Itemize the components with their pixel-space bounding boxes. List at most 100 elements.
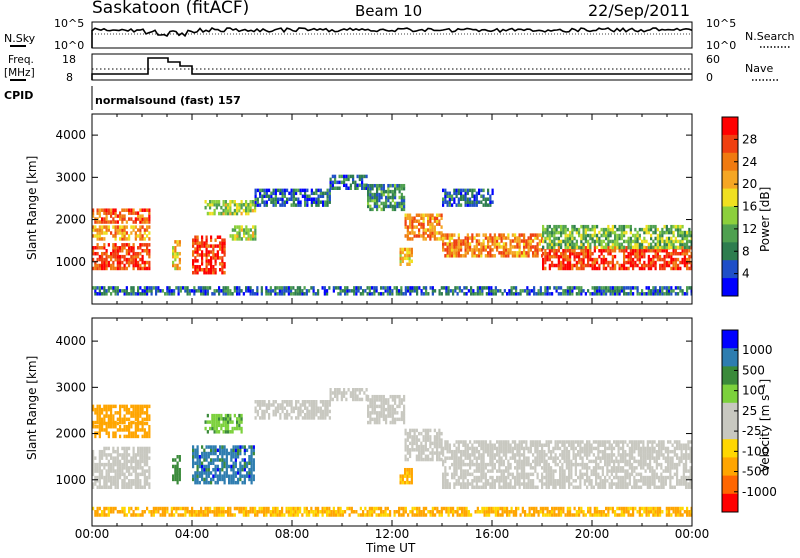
heatmap-cell	[627, 453, 629, 457]
heatmap-cell	[655, 261, 657, 265]
heatmap-cell	[407, 225, 409, 229]
heatmap-cell	[142, 418, 144, 422]
heatmap-cell	[615, 486, 617, 490]
heatmap-cell	[507, 469, 509, 473]
heatmap-cell	[537, 486, 539, 490]
heatmap-cell	[112, 450, 114, 454]
heatmap-cell	[465, 469, 467, 473]
heatmap-cell	[378, 418, 380, 422]
heatmap-cell	[236, 225, 238, 229]
heatmap-cell	[175, 286, 177, 290]
heatmap-cell	[607, 225, 609, 229]
heatmap-cell	[336, 388, 338, 392]
heatmap-cell	[327, 410, 329, 414]
heatmap-cell	[174, 478, 176, 482]
heatmap-cell	[436, 455, 438, 459]
heatmap-cell	[192, 271, 194, 275]
heatmap-cell	[631, 466, 633, 470]
heatmap-cell	[219, 471, 221, 475]
heatmap-cell	[411, 442, 413, 446]
heatmap-cell	[483, 443, 485, 447]
heatmap-cell	[505, 469, 507, 473]
heatmap-cell	[444, 466, 446, 470]
heatmap-cell	[246, 461, 248, 465]
heatmap-cell	[405, 448, 407, 452]
heatmap-cell	[523, 440, 525, 444]
heatmap-cell	[609, 476, 611, 480]
heatmap-cell	[103, 217, 105, 221]
heatmap-cell	[216, 430, 218, 434]
heatmap-cell	[378, 411, 380, 415]
heatmap-cell	[128, 408, 130, 412]
heatmap-cell	[548, 440, 550, 444]
heatmap-cell	[409, 248, 411, 252]
heatmap-cell	[501, 456, 503, 460]
heatmap-cell	[684, 249, 686, 253]
heatmap-cell	[489, 195, 491, 199]
heatmap-cell	[241, 414, 243, 418]
heatmap-cell	[216, 200, 218, 204]
heatmap-cell	[561, 453, 563, 457]
heatmap-cell	[99, 405, 101, 409]
heatmap-cell	[394, 421, 396, 425]
heatmap-cell	[629, 482, 631, 486]
heatmap-cell	[525, 447, 527, 451]
heatmap-cell	[409, 286, 411, 290]
heatmap-cell	[539, 479, 541, 483]
heatmap-cell	[103, 408, 105, 412]
heatmap-cell	[179, 458, 181, 462]
heatmap-cell	[549, 292, 551, 296]
heatmap-cell	[458, 189, 460, 193]
heatmap-cell	[244, 468, 246, 472]
heatmap-cell	[537, 453, 539, 457]
heatmap-cell	[598, 255, 600, 259]
heatmap-cell	[436, 442, 438, 446]
heatmap-cell	[224, 461, 226, 465]
heatmap-cell	[112, 435, 114, 439]
heatmap-cell	[585, 292, 587, 296]
heatmap-cell	[620, 466, 622, 470]
heatmap-cell	[97, 425, 99, 429]
heatmap-cell	[324, 286, 326, 290]
heatmap-cell	[197, 445, 199, 449]
heatmap-cell	[655, 286, 657, 290]
heatmap-cell	[392, 418, 394, 422]
heatmap-cell	[573, 453, 575, 457]
heatmap-cell	[492, 453, 494, 457]
heatmap-cell	[237, 452, 239, 456]
heatmap-cell	[135, 225, 137, 229]
heatmap-cell	[447, 233, 449, 237]
heatmap-cell	[627, 460, 629, 464]
heatmap-cell	[279, 197, 281, 201]
heatmap-cell	[478, 466, 480, 470]
heatmap-cell	[133, 286, 135, 290]
heatmap-cell	[580, 286, 582, 290]
heatmap-cell	[631, 447, 633, 451]
heatmap-cell	[503, 450, 505, 454]
heatmap-cell	[551, 240, 553, 244]
heatmap-cell	[648, 286, 650, 290]
heatmap-cell	[215, 468, 217, 472]
heatmap-cell	[494, 233, 496, 237]
heatmap-cell	[688, 246, 690, 250]
heatmap-cell	[137, 435, 139, 439]
heatmap-cell	[510, 466, 512, 470]
heatmap-cell	[144, 479, 146, 483]
heatmap-cell	[434, 445, 436, 449]
heatmap-cell	[480, 443, 482, 447]
heatmap-cell	[432, 442, 434, 446]
heatmap-cell	[466, 292, 468, 296]
heatmap-cell	[542, 252, 544, 256]
heatmap-cell	[418, 286, 420, 290]
heatmap-cell	[112, 418, 114, 422]
heatmap-cell	[628, 286, 630, 290]
heatmap-cell	[498, 242, 500, 246]
heatmap-cell	[192, 445, 194, 449]
heatmap-cell	[641, 264, 643, 268]
heatmap-cell	[124, 428, 126, 432]
heatmap-cell	[266, 406, 268, 410]
heatmap-cell	[659, 255, 661, 259]
heatmap-cell	[675, 237, 677, 241]
heatmap-cell	[193, 286, 195, 290]
heatmap-cell	[425, 458, 427, 462]
